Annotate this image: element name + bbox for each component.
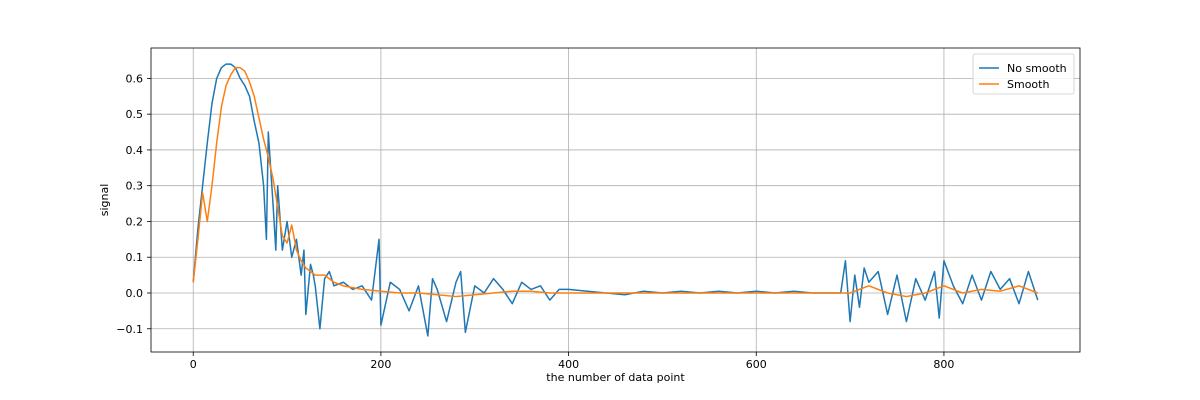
series-layer bbox=[192, 63, 1039, 337]
plot-frame bbox=[150, 47, 1081, 353]
series-line-no-smooth bbox=[192, 63, 1039, 337]
y-tick-label: 0.0 bbox=[126, 287, 144, 300]
y-tick-label: 0.3 bbox=[126, 180, 144, 193]
x-tick-label: 800 bbox=[933, 358, 954, 371]
legend: No smooth Smooth bbox=[972, 53, 1075, 95]
x-tick-label: 0 bbox=[190, 358, 197, 371]
y-tick-label: 0.5 bbox=[126, 108, 144, 121]
x-axis-label: the number of data point bbox=[546, 371, 685, 384]
y-tick-label: 0.1 bbox=[126, 251, 144, 264]
legend-label: No smooth bbox=[1007, 62, 1067, 75]
y-tick-label: 0.4 bbox=[126, 144, 144, 157]
x-tick-label: 200 bbox=[370, 358, 391, 371]
legend-label: Smooth bbox=[1007, 78, 1049, 91]
y-axis-label: signal bbox=[98, 184, 111, 217]
series-line-smooth bbox=[192, 66, 1039, 298]
y-tick-label: −0.1 bbox=[116, 323, 143, 336]
y-tick-label: 0.6 bbox=[126, 72, 144, 85]
y-tick-label: 0.2 bbox=[126, 215, 144, 228]
x-tick-label: 400 bbox=[558, 358, 579, 371]
x-tick-label: 600 bbox=[746, 358, 767, 371]
ticks: 0 200 400 600 800 −0.1 0.0 0.1 0.2 0.3 0.4 0.5 0.6 bbox=[116, 72, 954, 371]
